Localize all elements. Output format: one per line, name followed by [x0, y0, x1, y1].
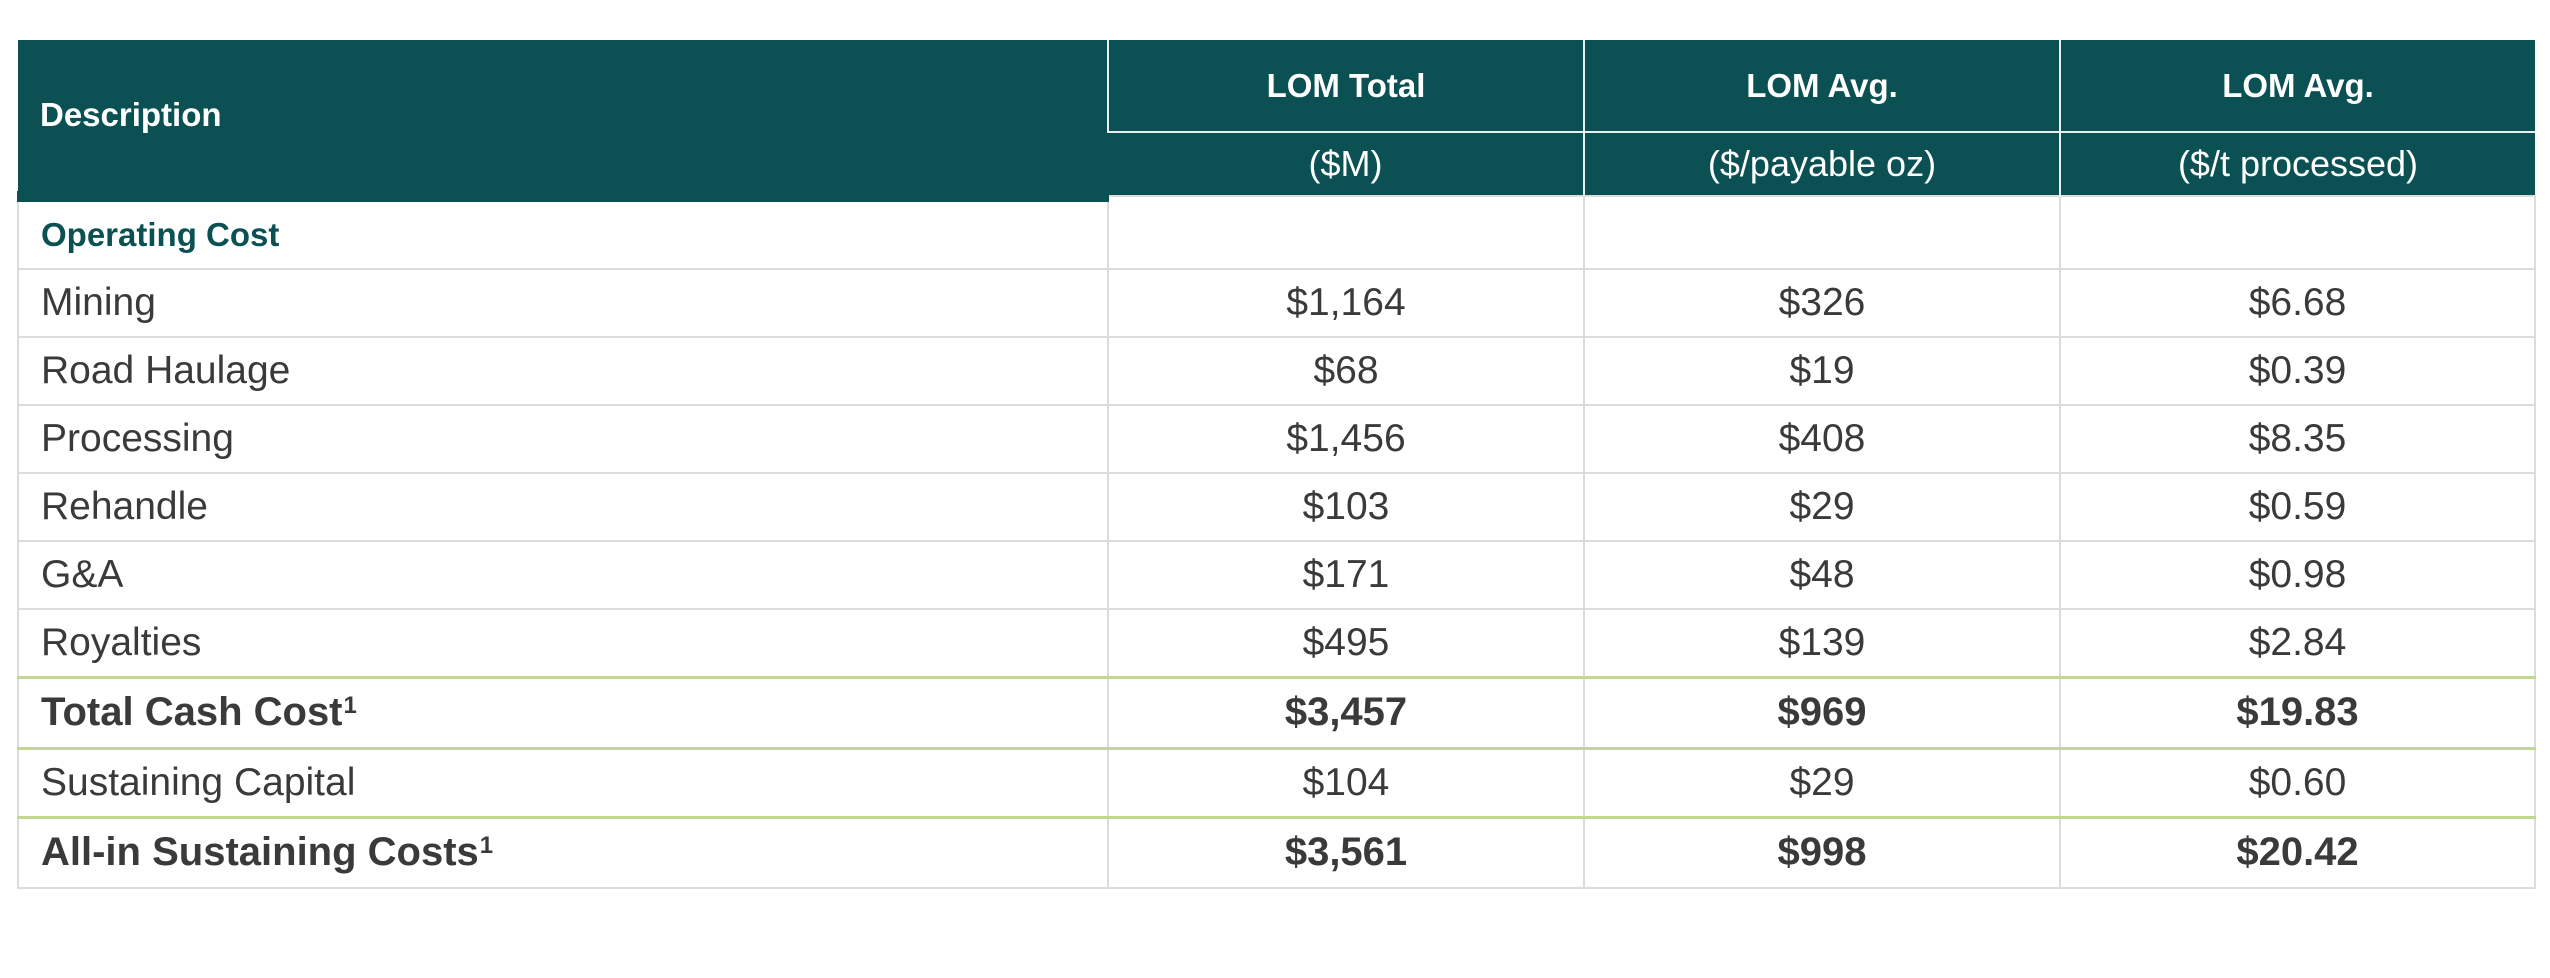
row-per-oz: $408: [1583, 403, 2061, 474]
header-unit-t: ($/t processed): [2059, 131, 2535, 196]
operating-cost-table: Description LOM Total LOM Avg. LOM Avg. …: [17, 40, 2536, 889]
aisc-text: All-in Sustaining Costs: [41, 830, 479, 874]
sustaining-capital-row: Sustaining Capital $104 $29 $0.60: [17, 746, 2536, 818]
sustaining-capital-per-oz: $29: [1583, 746, 2061, 818]
section-row-operating-cost: Operating Cost: [17, 191, 2536, 270]
row-description: Rehandle: [17, 471, 1109, 542]
row-per-oz: $19: [1583, 335, 2061, 406]
row-per-oz: $29: [1583, 471, 2061, 542]
row-per-oz: $326: [1583, 267, 2061, 338]
table-row: G&A $171 $48 $0.98: [17, 539, 2536, 610]
row-lom-total: $1,456: [1107, 403, 1585, 474]
aisc-per-t: $20.42: [2059, 815, 2536, 889]
total-cash-cost-text: Total Cash Cost: [41, 690, 343, 734]
header-unit-m: ($M): [1108, 131, 1584, 196]
row-lom-total: $1,164: [1107, 267, 1585, 338]
header-lom-avg-oz: LOM Avg.: [1583, 40, 2060, 132]
table-row: Processing $1,456 $408 $8.35: [17, 403, 2536, 474]
row-per-t: $0.98: [2059, 539, 2536, 610]
row-per-t: $6.68: [2059, 267, 2536, 338]
total-cash-cost-per-oz: $969: [1583, 675, 2061, 749]
footnote-marker: 1: [479, 832, 494, 859]
aisc-per-oz: $998: [1583, 815, 2061, 889]
row-lom-total: $68: [1107, 335, 1585, 406]
table-row: Royalties $495 $139 $2.84: [17, 607, 2536, 678]
footnote-marker: 1: [343, 692, 357, 719]
table-header: Description LOM Total LOM Avg. LOM Avg. …: [18, 40, 2535, 202]
aisc-lom-total: $3,561: [1107, 815, 1585, 889]
row-description: Mining: [17, 267, 1109, 338]
header-unit-oz: ($/payable oz): [1583, 131, 2060, 196]
row-per-t: $2.84: [2059, 607, 2536, 678]
section-label: Operating Cost: [17, 191, 1109, 270]
header-lom-total: LOM Total: [1107, 40, 1584, 132]
header-description: Description: [18, 40, 1108, 202]
row-description: G&A: [17, 539, 1109, 610]
table-row: Road Haulage $68 $19 $0.39: [17, 335, 2536, 406]
aisc-row: All-in Sustaining Costs1 $3,561 $998 $20…: [17, 815, 2536, 889]
row-lom-total: $103: [1107, 471, 1585, 542]
row-lom-total: $495: [1107, 607, 1585, 678]
total-cash-cost-per-t: $19.83: [2059, 675, 2536, 749]
table-row: Rehandle $103 $29 $0.59: [17, 471, 2536, 542]
row-per-t: $8.35: [2059, 403, 2536, 474]
row-description: Processing: [17, 403, 1109, 474]
empty-cell: [2059, 195, 2536, 270]
sustaining-capital-lom-total: $104: [1107, 746, 1585, 818]
sustaining-capital-per-t: $0.60: [2059, 746, 2536, 818]
row-per-oz: $48: [1583, 539, 2061, 610]
header-lom-avg-t: LOM Avg.: [2059, 40, 2535, 132]
row-per-oz: $139: [1583, 607, 2061, 678]
total-cash-cost-lom-total: $3,457: [1107, 675, 1585, 749]
row-per-t: $0.59: [2059, 471, 2536, 542]
empty-cell: [1107, 195, 1585, 270]
table-row: Mining $1,164 $326 $6.68: [17, 267, 2536, 338]
row-description: Royalties: [17, 607, 1109, 678]
total-cash-cost-row: Total Cash Cost1 $3,457 $969 $19.83: [17, 675, 2536, 749]
aisc-label: All-in Sustaining Costs1: [17, 815, 1109, 889]
empty-cell: [1583, 195, 2061, 270]
row-description: Road Haulage: [17, 335, 1109, 406]
total-cash-cost-label: Total Cash Cost1: [17, 675, 1109, 749]
row-per-t: $0.39: [2059, 335, 2536, 406]
row-lom-total: $171: [1107, 539, 1585, 610]
sustaining-capital-label: Sustaining Capital: [17, 746, 1109, 818]
